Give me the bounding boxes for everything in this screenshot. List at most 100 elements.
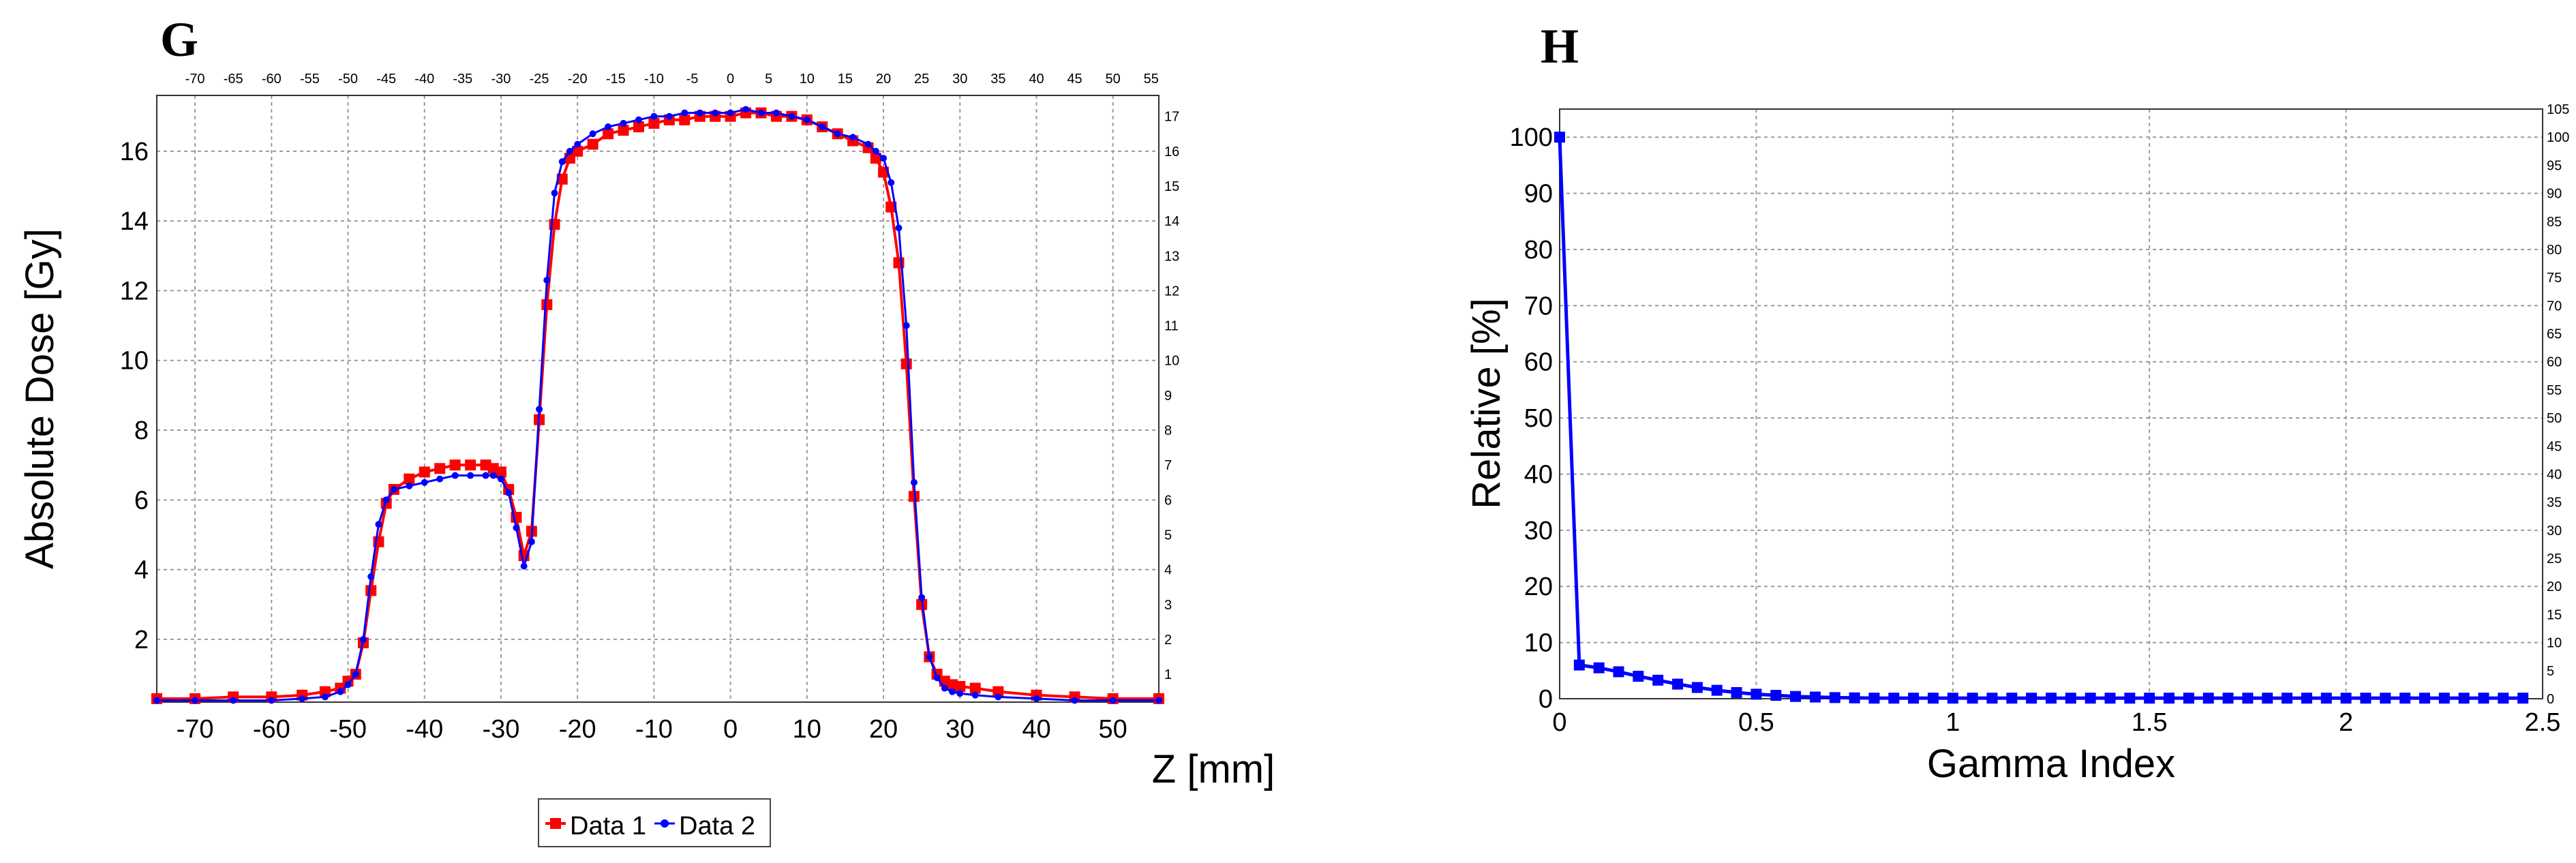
- data1-point: [969, 682, 981, 694]
- data2-point: [467, 472, 474, 479]
- data2-point: [489, 472, 497, 479]
- data2-point: [949, 688, 956, 695]
- data1-point: [603, 128, 614, 140]
- y-right-tick-label: 10: [2547, 636, 2562, 651]
- x-tick-label: 0.5: [1738, 708, 1774, 737]
- gamma-point: [2340, 693, 2352, 704]
- gamma-point: [2202, 693, 2214, 704]
- data2-point: [681, 109, 688, 117]
- gamma-point: [1613, 666, 1624, 678]
- data2-point: [344, 681, 352, 688]
- gamma-point: [1888, 693, 1900, 704]
- y-tick-label: 10: [120, 347, 149, 376]
- data2-point: [933, 674, 941, 682]
- gamma-point: [1809, 691, 1821, 703]
- plot-frame-g: [156, 95, 1160, 703]
- y-right-tick-label: 20: [2547, 579, 2562, 594]
- gamma-point: [1770, 690, 1782, 701]
- data2-point: [558, 158, 566, 166]
- data2-point: [321, 693, 329, 701]
- x-tick-label: -60: [253, 715, 290, 744]
- data2-point: [650, 112, 658, 120]
- data2-point: [918, 594, 926, 601]
- data2-point: [543, 277, 551, 284]
- y-right-tick-label: 60: [2547, 355, 2562, 370]
- y-tick-label: 60: [1524, 348, 1553, 377]
- gamma-point: [2085, 693, 2096, 704]
- x-tick-label: -40: [406, 715, 443, 744]
- y-right-tick-label: 70: [2547, 299, 2562, 314]
- data2-point: [566, 147, 573, 155]
- gamma-point: [2419, 693, 2430, 704]
- data1-point: [648, 117, 660, 129]
- x-tick-label: -50: [329, 715, 367, 744]
- x-top-tick-label: 35: [990, 72, 1005, 87]
- gamma-point: [2301, 693, 2312, 704]
- gamma-point: [1947, 693, 1958, 704]
- y-tick-label: 90: [1524, 180, 1553, 209]
- data2-point: [888, 179, 895, 186]
- y-right-tick-label: 14: [1164, 214, 1179, 229]
- legend-label-data2: Data 2: [679, 812, 755, 841]
- gamma-point: [2399, 693, 2411, 704]
- data2-point: [337, 688, 344, 695]
- data1-point: [954, 680, 966, 692]
- data2-point: [574, 140, 581, 148]
- data1-point: [404, 473, 415, 485]
- data2-point: [995, 693, 1002, 701]
- data2-point: [436, 475, 444, 483]
- y-right-tick-label: 4: [1164, 563, 1172, 578]
- data1-point: [900, 358, 912, 369]
- y-right-tick-label: 5: [1164, 528, 1172, 543]
- gamma-point: [2144, 693, 2155, 704]
- gamma-point: [2517, 693, 2529, 704]
- gamma-point: [1672, 678, 1684, 690]
- data1-point: [465, 459, 476, 471]
- data2-point: [192, 697, 199, 704]
- data2-point: [788, 112, 795, 120]
- data2-point: [696, 109, 703, 117]
- gamma-point: [2438, 693, 2450, 704]
- x-top-tick-label: 20: [876, 72, 891, 87]
- x-top-tick-label: 40: [1029, 72, 1044, 87]
- data2-point: [536, 406, 543, 413]
- y-right-tick-label: 65: [2547, 327, 2562, 342]
- data2-point: [421, 479, 428, 486]
- data2-point: [834, 130, 841, 138]
- data2-point: [482, 472, 489, 479]
- y-right-tick-label: 9: [1164, 389, 1172, 404]
- data2-point: [880, 155, 888, 162]
- data2-point: [864, 140, 872, 148]
- gamma-point: [2360, 693, 2372, 704]
- y-tick-label: 70: [1524, 292, 1553, 320]
- data1-point: [572, 145, 584, 157]
- y-right-tick-label: 2: [1164, 633, 1172, 648]
- data2-point: [589, 130, 596, 138]
- y-right-tick-label: 3: [1164, 598, 1172, 613]
- data2-point: [872, 147, 879, 155]
- gamma-point: [2065, 693, 2076, 704]
- x-tick-label: 2.5: [2525, 708, 2561, 737]
- data1-point: [449, 459, 461, 471]
- data2-point: [956, 690, 964, 697]
- y-tick-label: 16: [120, 138, 149, 166]
- y-right-tick-label: 45: [2547, 439, 2562, 454]
- gamma-point: [2498, 693, 2509, 704]
- y-axis-title: Relative [%]: [1464, 298, 1509, 509]
- data2-point: [230, 697, 237, 704]
- data2-point: [605, 123, 612, 131]
- gamma-point: [1554, 132, 1565, 143]
- data2-point: [1109, 697, 1117, 704]
- data2-point: [375, 521, 382, 528]
- x-top-tick-label: 50: [1106, 72, 1121, 87]
- data2-point: [406, 482, 413, 489]
- y-right-tick-label: 90: [2547, 187, 2562, 202]
- gamma-point: [2320, 693, 2332, 704]
- gamma-point: [1731, 686, 1742, 698]
- data2-point: [268, 697, 275, 704]
- data1-point: [679, 114, 691, 125]
- x-top-tick-label: -35: [453, 72, 472, 87]
- x-top-tick-label: 25: [914, 72, 929, 87]
- gamma-point: [1829, 692, 1840, 703]
